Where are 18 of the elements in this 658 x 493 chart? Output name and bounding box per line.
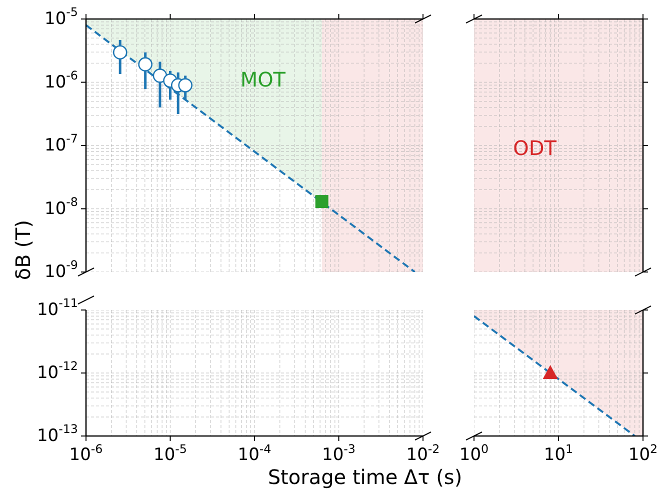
x-tick-label: 10$^{-5}$ xyxy=(154,442,187,465)
y-tick-label: 10$^{-7}$ xyxy=(44,132,78,156)
x-tick-label: 10$^{-2}$ xyxy=(406,442,440,465)
y-tick-label: 10$^{-6}$ xyxy=(44,68,78,92)
y-axis-title: δB (T) xyxy=(11,220,35,280)
x-tick-label: 10$^{-3}$ xyxy=(322,442,356,465)
y-tick-label: 10$^{-5}$ xyxy=(44,5,78,29)
annotation: ODT xyxy=(513,136,558,160)
x-tick-label: 10$^{0}$ xyxy=(459,442,489,465)
x-tick-label: 10$^{1}$ xyxy=(544,442,574,465)
y-tick-label: 10$^{-11}$ xyxy=(36,296,78,320)
x-tick-label: 10$^{-4}$ xyxy=(238,442,272,465)
y-tick-label: 10$^{-8}$ xyxy=(44,194,78,219)
x-axis-title: Storage time Δτ (s) xyxy=(268,465,462,489)
annotation: MOT xyxy=(240,68,286,92)
y-tick-label: 10$^{-9}$ xyxy=(44,258,78,282)
x-tick-label: 10$^{2}$ xyxy=(628,442,658,465)
y-tick-label: 10$^{-12}$ xyxy=(36,359,78,383)
